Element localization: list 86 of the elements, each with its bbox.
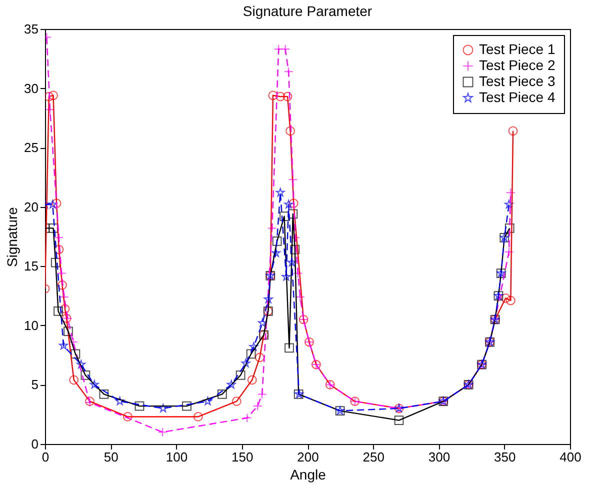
point bbox=[70, 349, 80, 359]
y-tick-label: 10 bbox=[24, 318, 38, 333]
point bbox=[50, 258, 60, 268]
point bbox=[272, 236, 282, 246]
point bbox=[252, 401, 262, 411]
point bbox=[268, 90, 278, 100]
point bbox=[501, 293, 510, 303]
point bbox=[99, 390, 109, 399]
point bbox=[123, 412, 132, 422]
point bbox=[232, 396, 242, 406]
point bbox=[218, 390, 227, 399]
point bbox=[90, 380, 99, 389]
point bbox=[59, 340, 68, 350]
x-tick-label: 250 bbox=[362, 450, 384, 464]
point bbox=[203, 396, 212, 406]
point bbox=[504, 247, 514, 257]
chart-title: Signature Parameter bbox=[242, 3, 372, 19]
point bbox=[193, 412, 203, 422]
legend-label: Test Piece 3 bbox=[479, 73, 556, 89]
point bbox=[226, 380, 236, 389]
point bbox=[288, 209, 298, 219]
point bbox=[236, 370, 246, 380]
point bbox=[290, 244, 300, 254]
point bbox=[158, 427, 168, 437]
point bbox=[258, 318, 267, 327]
y-tick-label: 15 bbox=[24, 258, 38, 274]
point bbox=[45, 92, 54, 102]
y-tick-label: 5 bbox=[31, 377, 38, 392]
x-tick-label: 0 bbox=[42, 450, 50, 464]
point bbox=[64, 326, 73, 336]
point bbox=[76, 360, 86, 368]
point bbox=[282, 92, 292, 102]
point bbox=[52, 198, 62, 208]
point bbox=[60, 304, 70, 314]
legend-label: Test Piece 2 bbox=[479, 57, 556, 73]
point bbox=[158, 404, 168, 412]
point bbox=[69, 375, 79, 385]
point bbox=[58, 280, 67, 290]
point bbox=[506, 188, 516, 198]
y-tick-label: 20 bbox=[24, 199, 38, 214]
point bbox=[115, 396, 124, 406]
point bbox=[288, 198, 298, 208]
point bbox=[182, 401, 192, 411]
point bbox=[246, 349, 256, 359]
point bbox=[48, 90, 58, 100]
y-axis-title: Signature bbox=[4, 206, 20, 267]
point bbox=[276, 188, 285, 197]
x-tick-label: 200 bbox=[297, 450, 319, 464]
point bbox=[241, 358, 250, 368]
point bbox=[286, 126, 295, 136]
point bbox=[249, 342, 258, 351]
x-tick-label: 350 bbox=[494, 450, 516, 464]
point bbox=[504, 224, 514, 233]
point bbox=[48, 224, 58, 233]
y-tick-label: 35 bbox=[24, 22, 38, 36]
point bbox=[280, 44, 290, 54]
point bbox=[276, 92, 286, 102]
x-tick-label: 400 bbox=[560, 450, 582, 464]
point bbox=[394, 416, 404, 425]
point bbox=[68, 337, 78, 347]
point bbox=[287, 258, 296, 266]
x-tick-label: 150 bbox=[232, 450, 254, 464]
x-tick-label: 50 bbox=[104, 450, 118, 464]
y-tick-label: 30 bbox=[24, 80, 38, 96]
x-tick-label: 300 bbox=[428, 450, 450, 464]
point bbox=[284, 343, 294, 353]
point bbox=[255, 352, 264, 362]
point bbox=[48, 200, 58, 208]
point bbox=[247, 375, 257, 385]
y-tick-label: 0 bbox=[31, 436, 38, 452]
point bbox=[54, 306, 63, 316]
point bbox=[242, 413, 252, 423]
point bbox=[134, 401, 144, 411]
legend-label: Test Piece 1 bbox=[479, 41, 556, 57]
point bbox=[504, 200, 514, 208]
point bbox=[80, 370, 90, 380]
x-axis-title: Angle bbox=[290, 466, 326, 482]
x-tick-label: 100 bbox=[166, 450, 188, 464]
point bbox=[54, 244, 64, 254]
point bbox=[506, 296, 516, 306]
point bbox=[293, 268, 303, 278]
point bbox=[272, 248, 280, 257]
legend-label: Test Piece 4 bbox=[479, 89, 556, 105]
point bbox=[284, 200, 294, 208]
point bbox=[508, 126, 518, 136]
y-tick-label: 25 bbox=[24, 140, 38, 156]
